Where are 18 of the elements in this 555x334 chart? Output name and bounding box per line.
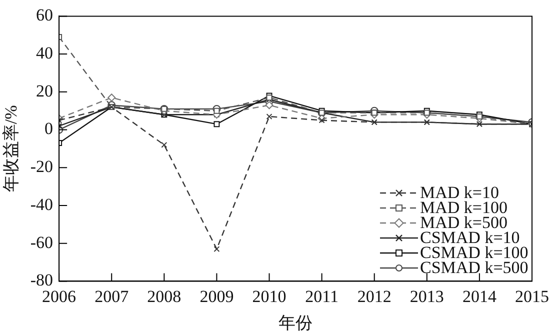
x-tick-label: 2008 bbox=[147, 286, 182, 306]
y-axis-title: 年收益率/% bbox=[2, 105, 21, 192]
y-tick-label: -40 bbox=[30, 194, 54, 214]
x-axis-title: 年份 bbox=[278, 313, 313, 332]
y-tick-label: -20 bbox=[30, 157, 54, 176]
x-tick-label: 2007 bbox=[94, 286, 130, 306]
y-tick-label: 40 bbox=[36, 44, 54, 63]
x-tick-label: 2015 bbox=[515, 286, 549, 306]
x-tick-label: 2009 bbox=[200, 286, 234, 306]
x-tick-label: 2013 bbox=[410, 286, 444, 306]
x-tick-label: 2014 bbox=[462, 286, 497, 306]
y-tick-label: 0 bbox=[44, 119, 54, 138]
x-tick-label: 2011 bbox=[305, 286, 338, 306]
y-tick-label: 60 bbox=[36, 6, 54, 25]
x-tick-label: 2010 bbox=[252, 286, 286, 306]
x-tick-label: 2012 bbox=[357, 286, 392, 306]
y-tick-label: 20 bbox=[36, 81, 54, 100]
y-tick-label: -60 bbox=[30, 232, 54, 252]
